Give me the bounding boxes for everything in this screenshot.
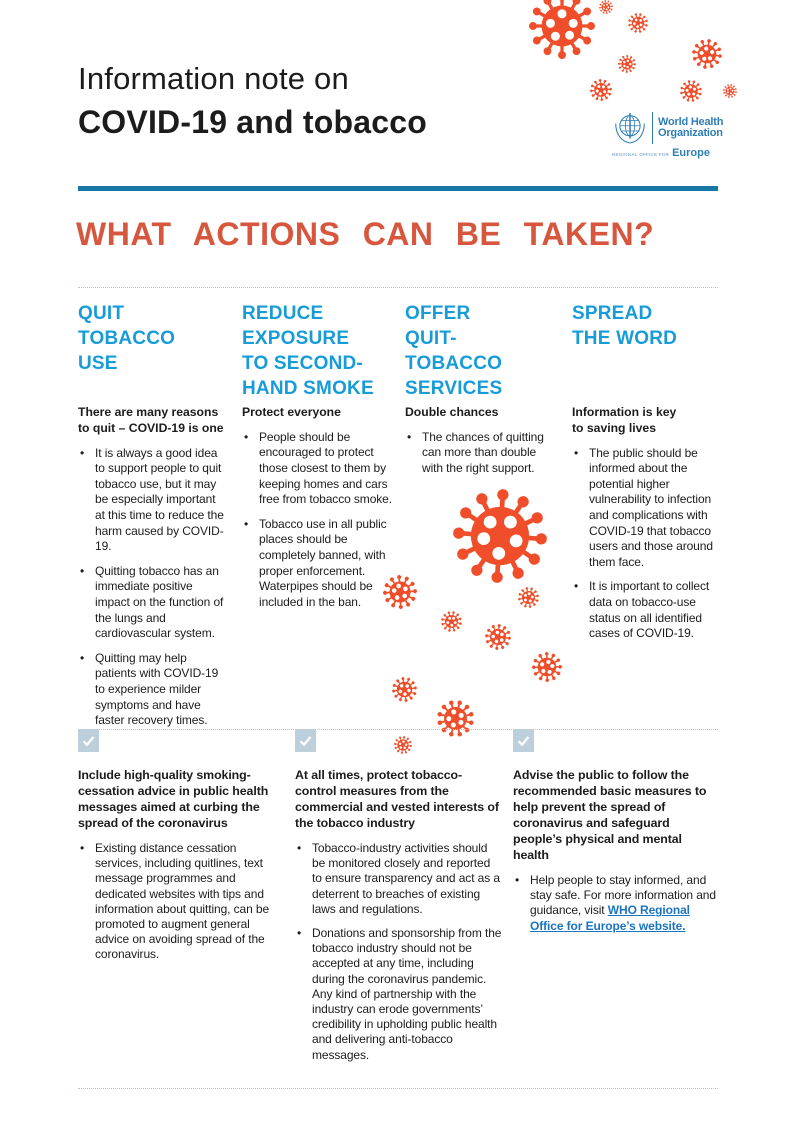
dotted-separator-top xyxy=(78,287,718,288)
coronavirus-icon xyxy=(721,82,739,100)
dotted-separator-middle xyxy=(78,729,718,730)
bullet-item: Quitting may help patients with COVID-19… xyxy=(78,651,228,729)
bullet-item: It is always a good idea to support peop… xyxy=(78,446,228,555)
column-subheading: Information is key to saving lives xyxy=(572,405,677,435)
column-reduce-exposure: REDUCE EXPOSURE TO SECOND- HAND SMOKE Pr… xyxy=(242,301,392,619)
bullet-item: Tobacco use in all public places should … xyxy=(242,517,392,611)
action-column-cessation-advice: Include high-quality smoking-cessation a… xyxy=(78,729,286,972)
bullet-item: The public should be informed about the … xyxy=(572,446,719,571)
bullet-item: It is important to collect data on tobac… xyxy=(572,579,719,641)
bullet-item: Donations and sponsorship from the tobac… xyxy=(295,926,503,1063)
who-org-name-line2: Organization xyxy=(658,127,723,139)
coronavirus-icon xyxy=(513,582,544,613)
who-emblem-icon xyxy=(615,113,645,144)
who-office-prefix: REGIONAL OFFICE FOR xyxy=(612,152,670,157)
checkmark-icon xyxy=(513,729,534,752)
bullet-item: Quitting tobacco has an immediate positi… xyxy=(78,564,228,642)
column-subheading: Double chances xyxy=(405,405,499,419)
column-heading: OFFER QUIT- TOBACCO SERVICES xyxy=(405,303,503,399)
dotted-separator-bottom xyxy=(78,1088,718,1089)
coronavirus-icon xyxy=(438,608,465,635)
bullet-list: People should be encouraged to protect t… xyxy=(242,430,392,611)
column-subheading: Protect everyone xyxy=(242,405,341,419)
action-heading: Include high-quality smoking-cessation a… xyxy=(78,768,269,830)
coronavirus-icon xyxy=(450,486,550,586)
who-europe-website-link[interactable]: WHO Regional Office for Europe’s website… xyxy=(530,903,690,933)
bullet-list: It is always a good idea to support peop… xyxy=(78,446,228,729)
column-offer-quit-services: OFFER QUIT- TOBACCO SERVICES Double chan… xyxy=(405,301,555,486)
bullet-text: Help people to stay informed, and stay s… xyxy=(530,873,716,918)
section-title: WHAT ACTIONS CAN BE TAKEN? xyxy=(76,216,655,252)
header-divider xyxy=(78,186,718,191)
who-org-name-line1: World Health xyxy=(658,115,724,128)
checkmark-icon xyxy=(78,729,99,752)
column-heading: SPREAD THE WORD xyxy=(572,303,678,349)
column-heading: QUIT TOBACCO USE xyxy=(78,303,176,374)
column-subheading: There are many reasons to quit – COVID-1… xyxy=(78,405,224,435)
coronavirus-icon xyxy=(386,671,423,708)
document-title-line1: Information note on xyxy=(78,61,349,96)
action-column-protect-measures: At all times, protect tobacco-control me… xyxy=(295,729,503,1072)
coronavirus-icon xyxy=(529,0,595,59)
bullet-item: Existing distance cessation services, in… xyxy=(78,841,286,963)
who-logo-divider xyxy=(652,112,653,144)
coronavirus-icon xyxy=(687,34,727,74)
bullet-list: The public should be informed about the … xyxy=(572,446,719,642)
coronavirus-icon xyxy=(596,0,616,17)
bullet-list: Existing distance cessation services, in… xyxy=(78,841,286,963)
checkmark-icon xyxy=(295,729,316,752)
coronavirus-icon xyxy=(586,75,616,105)
coronavirus-icon xyxy=(483,622,513,652)
action-heading: At all times, protect tobacco-control me… xyxy=(295,768,499,830)
bullet-item: Tobacco-industry activities should be mo… xyxy=(295,841,503,917)
bullet-list: Tobacco-industry activities should be mo… xyxy=(295,841,503,1063)
column-quit-tobacco-use: QUIT TOBACCO USE There are many reasons … xyxy=(78,301,228,738)
document-title-line2: COVID-19 and tobacco xyxy=(78,104,427,140)
who-logo: World Health Organization REGIONAL OFFIC… xyxy=(612,110,724,159)
bullet-item: Help people to stay informed, and stay s… xyxy=(513,873,719,934)
bullet-list: The chances of quitting can more than do… xyxy=(405,430,555,477)
bullet-item: People should be encouraged to protect t… xyxy=(242,430,392,508)
action-heading: Advise the public to follow the recommen… xyxy=(513,768,707,862)
column-heading: REDUCE EXPOSURE TO SECOND- HAND SMOKE xyxy=(242,303,374,399)
column-spread-the-word: SPREAD THE WORD Information is key to sa… xyxy=(572,301,719,651)
coronavirus-icon xyxy=(675,75,707,107)
action-column-advise-public: Advise the public to follow the recommen… xyxy=(513,729,719,943)
coronavirus-icon xyxy=(623,8,653,38)
bullet-list: Help people to stay informed, and stay s… xyxy=(513,873,719,934)
coronavirus-icon xyxy=(526,646,568,688)
coronavirus-icon xyxy=(617,54,637,74)
who-office-region: Europe xyxy=(672,147,710,159)
bullet-item: The chances of quitting can more than do… xyxy=(405,430,555,477)
